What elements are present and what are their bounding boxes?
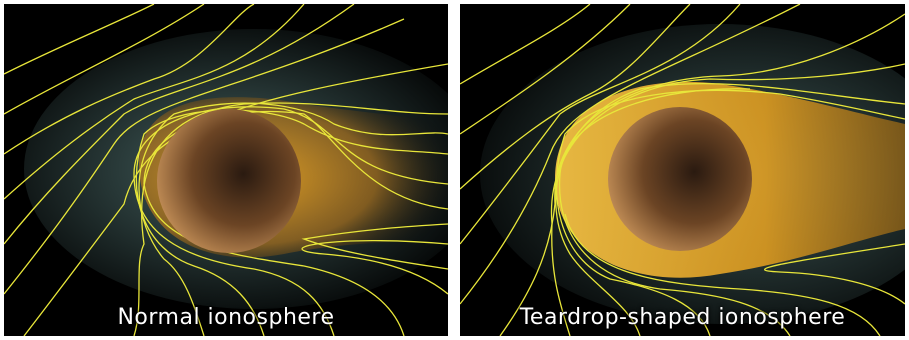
- panel-caption: Normal ionosphere: [117, 305, 335, 330]
- teardrop-ionosphere-panel: Teardrop-shaped ionosphere: [460, 4, 905, 336]
- magnetic-field-lines: [4, 4, 448, 336]
- panel-caption: Teardrop-shaped ionosphere: [519, 305, 846, 330]
- teardrop-ionosphere-illustration: [460, 4, 905, 336]
- venus-planet: [608, 107, 752, 251]
- normal-ionosphere-panel: Normal ionosphere: [4, 4, 448, 336]
- magnetic-field-lines: [460, 4, 905, 336]
- venus-planet: [157, 109, 301, 253]
- normal-ionosphere-illustration: [4, 4, 448, 336]
